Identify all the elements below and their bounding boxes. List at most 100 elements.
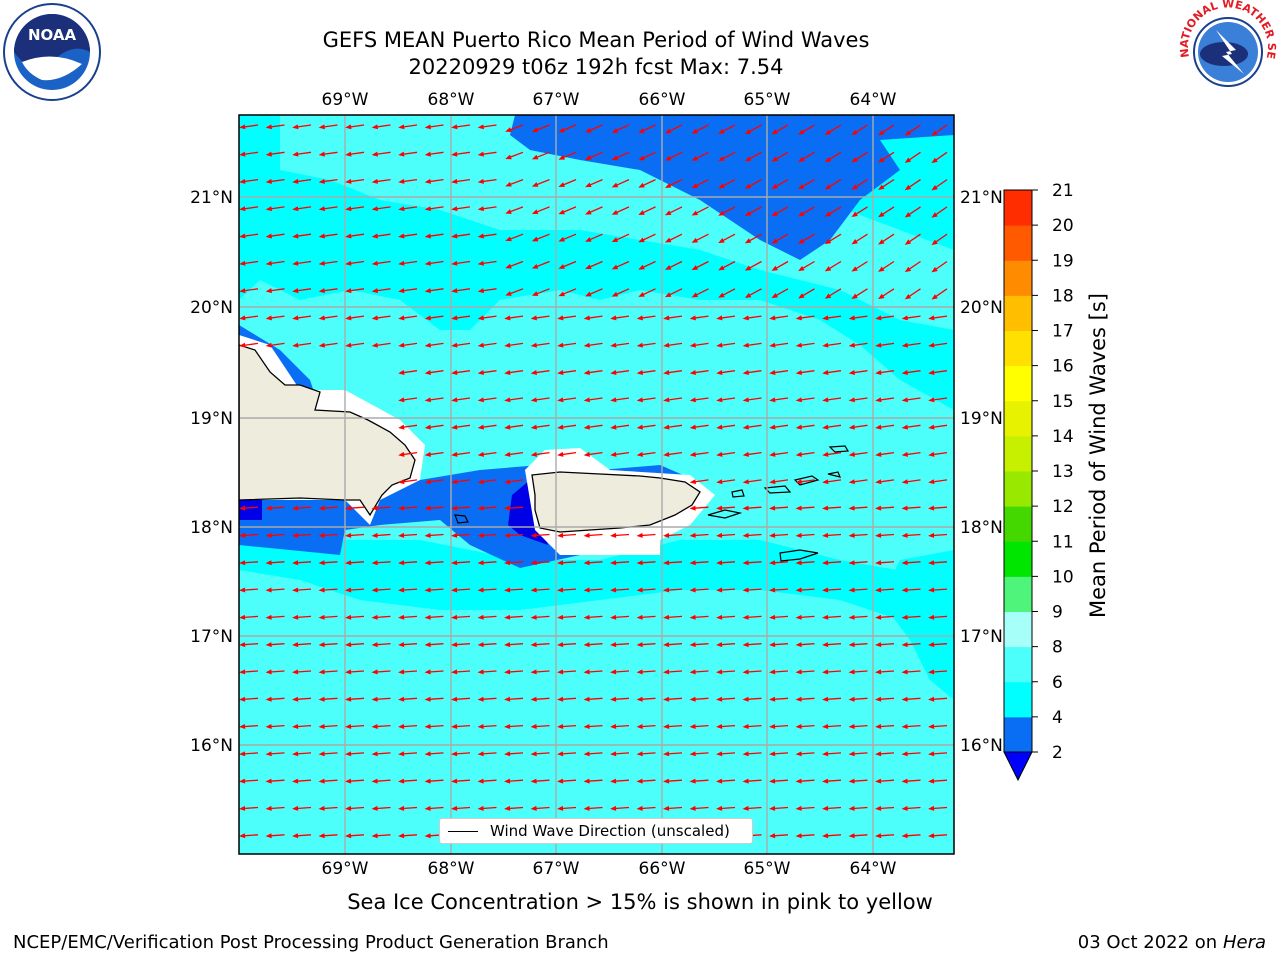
wave-direction-arrowhead (716, 669, 723, 675)
wave-direction-arrowhead (583, 778, 590, 784)
wave-direction-arrowhead (822, 479, 829, 485)
wave-direction-arrowhead (398, 505, 405, 511)
colorbar-tick-label: 18 (1052, 286, 1074, 306)
wave-direction-arrowhead (931, 157, 938, 164)
wave-direction-arrowhead (557, 370, 564, 375)
wave-direction-arrowhead (424, 124, 431, 130)
wave-direction-arrowhead (848, 614, 855, 620)
wave-direction-arrowhead (583, 532, 590, 538)
wave-direction-arrowhead (928, 642, 935, 648)
wave-direction-arrowhead (451, 233, 458, 239)
wave-direction-arrowhead (477, 479, 484, 485)
wave-direction-arrowhead (530, 642, 537, 648)
wave-direction-arrowhead (769, 315, 776, 321)
wave-direction-arrowhead (505, 181, 512, 187)
wave-direction-arrowhead (769, 778, 776, 784)
wave-direction-arrowhead (239, 532, 246, 538)
wave-direction-arrowhead (716, 315, 723, 321)
colorbar-segment (1004, 190, 1032, 226)
wave-direction-arrowhead (424, 233, 431, 239)
wave-direction-arrowhead (689, 587, 696, 593)
wave-direction-arrowhead (371, 642, 378, 648)
wave-direction-arrowhead (371, 587, 378, 593)
wave-direction-arrowhead (557, 724, 564, 730)
wave-direction-arrowhead (451, 342, 458, 348)
wave-direction-arrowhead (477, 805, 484, 811)
wave-direction-arrowhead (371, 778, 378, 784)
wave-direction-arrowhead (824, 129, 832, 135)
wave-direction-arrowhead (718, 210, 725, 216)
wave-direction-arrowhead (583, 614, 590, 620)
wave-direction-arrowhead (822, 724, 829, 730)
wave-direction-arrowhead (292, 560, 299, 566)
wave-direction-arrowhead (795, 424, 802, 430)
colorbar-segment (1004, 541, 1032, 577)
wave-direction-arrowhead (610, 532, 617, 538)
vector-legend: Wind Wave Direction (unscaled) (439, 818, 753, 844)
colorbar-tick-label: 17 (1052, 322, 1074, 342)
wave-direction-arrowhead (292, 206, 299, 212)
wave-direction-arrowhead (851, 184, 858, 190)
colorbar-segment (1004, 646, 1032, 683)
wave-direction-arrowhead (769, 642, 776, 648)
wave-direction-arrowhead (558, 264, 565, 269)
wave-direction-arrowhead (477, 614, 484, 620)
wave-direction-arrowhead (928, 724, 935, 730)
wave-direction-arrowhead (928, 696, 935, 702)
wave-direction-arrowhead (664, 128, 672, 134)
wave-direction-arrowhead (636, 614, 643, 620)
wave-direction-arrowhead (265, 532, 272, 538)
wave-direction-arrowhead (769, 669, 776, 675)
wave-direction-arrowhead (239, 233, 246, 239)
wave-direction-arrowhead (636, 315, 643, 321)
wave-direction-arrowhead (798, 184, 805, 190)
wave-direction-arrowhead (504, 642, 511, 648)
wave-direction-arrowhead (904, 130, 912, 136)
wave-direction-arrowhead (345, 724, 352, 730)
wave-direction-arrowhead (345, 151, 352, 157)
wave-direction-arrowhead (742, 370, 749, 375)
wave-direction-arrowhead (451, 178, 458, 184)
wave-direction-arrowhead (851, 157, 858, 163)
lat-label-right: 17°N (960, 627, 1003, 647)
wave-direction-arrowhead (798, 156, 805, 162)
wave-direction-arrowhead (318, 206, 325, 212)
wave-direction-arrowhead (691, 265, 699, 271)
wave-direction-arrowhead (691, 183, 699, 189)
wave-direction-arrowhead (795, 560, 802, 566)
wave-direction-arrowhead (689, 805, 696, 811)
wave-direction-arrowhead (477, 587, 484, 593)
wave-direction-arrowhead (795, 532, 802, 538)
lon-labels-bottom: 69°W 68°W 67°W 66°W 65°W 64°W (322, 859, 897, 879)
wave-direction-arrowhead (504, 669, 511, 675)
footer-date: 03 Oct 2022 on Hera (1078, 932, 1266, 953)
wave-direction-arrowhead (371, 751, 378, 757)
wave-direction-arrowhead (875, 342, 882, 348)
wave-direction-arrowhead (398, 424, 405, 430)
wave-direction-arrowhead (239, 751, 246, 757)
wave-direction-arrowhead (530, 696, 537, 702)
wave-direction-arrowhead (611, 237, 619, 243)
wave-direction-arrowhead (477, 315, 484, 321)
wave-direction-arrowhead (292, 532, 299, 538)
wave-direction-arrowhead (691, 128, 699, 134)
wave-direction-arrowhead (424, 288, 431, 294)
wave-direction-arrowhead (904, 212, 912, 218)
wave-direction-arrowhead (716, 751, 723, 757)
wave-direction-arrowhead (878, 293, 885, 300)
wave-direction-arrowhead (663, 778, 670, 784)
wave-direction-arrowhead (663, 532, 670, 538)
wave-direction-arrowhead (265, 260, 272, 266)
wave-direction-arrowhead (398, 342, 405, 348)
lon-label-top: 69°W (322, 90, 369, 110)
wave-direction-arrowhead (928, 614, 935, 620)
wave-direction-arrowhead (265, 614, 272, 620)
wave-direction-arrowhead (878, 239, 885, 245)
wave-direction-arrowhead (742, 424, 749, 430)
wave-direction-arrowhead (875, 833, 882, 839)
wave-direction-arrowhead (398, 587, 405, 593)
wave-direction-arrowhead (265, 233, 272, 239)
lon-label-top: 65°W (744, 90, 791, 110)
wave-direction-arrowhead (638, 128, 645, 134)
lat-label-left: 20°N (190, 298, 233, 318)
